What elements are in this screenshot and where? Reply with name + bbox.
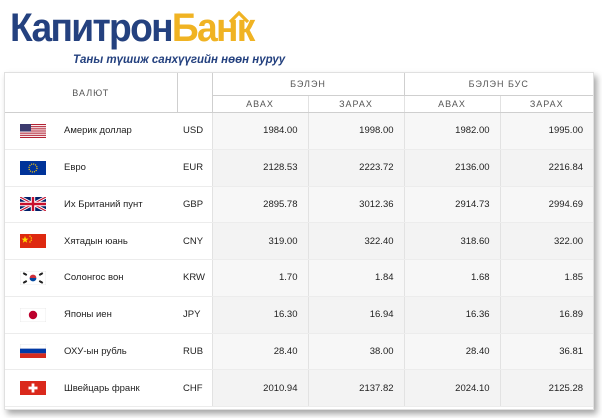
- noncash-buy-rate: 2136.00: [403, 149, 501, 187]
- cash-sell-rate: 1.84: [307, 259, 405, 297]
- noncash-sell-rate: 2125.28: [499, 369, 594, 407]
- noncash-buy-rate: 318.60: [403, 222, 501, 260]
- eu-flag-icon: [19, 160, 46, 175]
- noncash-sell-rate: 322.00: [499, 222, 594, 260]
- noncash-sell-header: ЗАРАХ: [499, 95, 594, 113]
- cash-sell-rate: 322.40: [307, 222, 405, 260]
- currency-code: CHF: [177, 369, 213, 407]
- noncash-buy-rate: 16.36: [403, 296, 501, 334]
- cash-sell-header: ЗАРАХ: [307, 95, 405, 113]
- cash-sell-rate: 2223.72: [307, 149, 405, 187]
- exchange-rate-panel: ВАЛЮТ БЭЛЭН БЭЛЭН БУС АВАХ ЗАРАХ АВАХ ЗА…: [4, 72, 594, 410]
- noncash-sell-rate: 36.81: [499, 333, 594, 371]
- roof-icon: [228, 10, 250, 24]
- cash-buy-rate: 2895.78: [211, 186, 308, 224]
- ch-flag-icon: [19, 381, 46, 396]
- cash-sell-rate: 3012.36: [307, 186, 405, 224]
- currency-name: ОХУ-ын рубль: [60, 333, 177, 371]
- currency-name: Их Британий пунт: [60, 186, 177, 224]
- currency-code: RUB: [177, 333, 213, 371]
- currency-code: JPY: [177, 296, 213, 334]
- currency-name: Америк доллар: [60, 112, 177, 150]
- cash-buy-rate: 28.40: [211, 333, 308, 371]
- noncash-sell-rate: 16.89: [499, 296, 594, 334]
- currency-name: Швейцарь франк: [60, 369, 177, 407]
- table-row: Америк доллар USD 1984.00 1998.00 1982.0…: [5, 112, 594, 150]
- ru-flag-icon: [19, 344, 46, 359]
- cash-buy-rate: 1.70: [211, 259, 308, 297]
- currency-code: EUR: [177, 149, 213, 187]
- table-row: Их Британий пунт GBP 2895.78 3012.36 291…: [5, 186, 594, 224]
- noncash-sell-rate: 1995.00: [499, 112, 594, 150]
- cash-buy-rate: 2128.53: [211, 149, 308, 187]
- currency-code: KRW: [177, 259, 213, 297]
- currency-name: Солонгос вон: [60, 259, 177, 297]
- noncash-buy-rate: 1982.00: [403, 112, 501, 150]
- page-header: КапитронБанк Таны түшиж санхүүгийн нөөн …: [0, 0, 602, 72]
- table-row: Японы иен JPY 16.30 16.94 16.36 16.89: [5, 296, 594, 334]
- currency-column-header: ВАЛЮТ: [5, 73, 178, 113]
- table-row: Хятадын юань CNY 319.00 322.40 318.60 32…: [5, 222, 594, 260]
- gb-flag-icon: [19, 197, 46, 212]
- table-row: ОХУ-ын рубль RUB 28.40 38.00 28.40 36.81: [5, 333, 594, 371]
- noncash-group-header: БЭЛЭН БУС: [403, 73, 594, 96]
- cash-sell-rate: 1998.00: [307, 112, 405, 150]
- noncash-sell-rate: 2994.69: [499, 186, 594, 224]
- cash-group-header: БЭЛЭН: [211, 73, 405, 96]
- table-row: Швейцарь франк CHF 2010.94 2137.82 2024.…: [5, 369, 594, 407]
- noncash-buy-rate: 2914.73: [403, 186, 501, 224]
- jp-flag-icon: [19, 307, 46, 322]
- noncash-buy-rate: 1.68: [403, 259, 501, 297]
- currency-name: Евро: [60, 149, 177, 187]
- noncash-buy-rate: 28.40: [403, 333, 501, 371]
- us-flag-icon: [19, 123, 46, 138]
- currency-code: USD: [177, 112, 213, 150]
- cash-buy-rate: 2010.94: [211, 369, 308, 407]
- currency-code: GBP: [177, 186, 213, 224]
- noncash-sell-rate: 1.85: [499, 259, 594, 297]
- cash-sell-rate: 16.94: [307, 296, 405, 334]
- cash-buy-header: АВАХ: [211, 95, 308, 113]
- currency-code: CNY: [177, 222, 213, 260]
- noncash-sell-rate: 2216.84: [499, 149, 594, 187]
- currency-name: Хятадын юань: [60, 222, 177, 260]
- noncash-buy-header: АВАХ: [403, 95, 501, 113]
- code-column-header: [177, 73, 213, 113]
- kr-flag-icon: [19, 270, 46, 285]
- logo-word-kapitron: Капитрон: [10, 6, 174, 50]
- exchange-rate-table: ВАЛЮТ БЭЛЭН БЭЛЭН БУС АВАХ ЗАРАХ АВАХ ЗА…: [5, 73, 594, 407]
- currency-name: Японы иен: [60, 296, 177, 334]
- cash-buy-rate: 16.30: [211, 296, 308, 334]
- cn-flag-icon: [19, 234, 46, 249]
- bank-tagline: Таны түшиж санхүүгийн нөөн нуруу: [73, 54, 286, 66]
- cash-sell-rate: 2137.82: [307, 369, 405, 407]
- noncash-buy-rate: 2024.10: [403, 369, 501, 407]
- cash-buy-rate: 1984.00: [211, 112, 308, 150]
- cash-buy-rate: 319.00: [211, 222, 308, 260]
- table-row: Евро EUR 2128.53 2223.72 2136.00 2216.84: [5, 149, 594, 187]
- table-row: Солонгос вон KRW 1.70 1.84 1.68 1.85: [5, 259, 594, 297]
- bank-logo[interactable]: КапитронБанк: [10, 4, 255, 52]
- cash-sell-rate: 38.00: [307, 333, 405, 371]
